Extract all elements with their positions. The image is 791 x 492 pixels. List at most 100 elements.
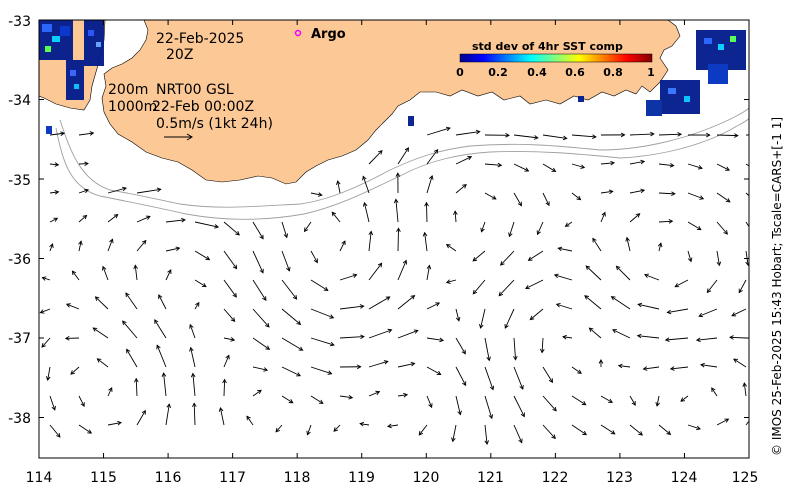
current-vector-head [205,256,211,261]
lat-tick-label: -36 [8,252,31,268]
current-vector-head [78,240,83,246]
current-vector-head [640,159,646,165]
current-vector-head [154,319,159,324]
current-vector-head [644,273,649,278]
current-vector [472,279,486,295]
current-vector-head [508,232,513,238]
current-vector [331,212,341,223]
current-vector [107,214,119,223]
colorbar-tick-label: 0.6 [565,66,585,79]
current-vector-head [87,429,93,434]
current-vector-head [362,201,368,207]
current-vector [665,337,689,341]
current-vector [637,335,660,339]
current-vector [333,424,341,432]
current-vector-head [51,405,56,411]
current-vector-head [89,131,95,136]
current-vector [455,366,467,386]
current-vector-head [584,295,589,300]
current-vector [658,243,662,252]
current-vector [78,215,87,223]
current-vector [310,250,318,263]
current-vector [337,180,341,194]
lon-tick-label: 117 [219,470,246,486]
current-vector [281,366,301,377]
current-vector-head [190,372,196,378]
current-vector-head [263,367,269,372]
lon-tick-label: 116 [155,470,182,486]
current-vector [107,187,127,194]
current-vector [136,410,146,426]
current-vector-head [377,262,383,268]
current-vector [122,320,138,339]
current-vector-head [158,294,163,300]
current-vector-head [551,434,556,440]
isobath-200m [59,107,749,208]
current-vector [484,424,488,445]
current-vector [95,296,109,310]
current-vector-head [588,327,594,332]
current-vector-head [666,309,672,315]
current-vector-head [102,265,107,271]
current-vector-head [327,370,333,375]
current-vector-head [524,167,530,172]
current-vector [134,265,138,281]
current-vector [307,424,312,435]
current-vector-head [486,356,491,362]
current-vector-head [723,229,728,235]
current-vector-head [296,372,302,377]
colorbar [459,53,653,63]
current-vector-head [635,213,641,218]
current-vector-head [638,431,643,436]
current-vector-head [141,239,147,245]
current-vector [504,308,515,329]
current-vector [310,279,329,291]
current-vector-head [462,183,467,189]
current-vector [426,302,440,310]
current-vector-head [687,257,693,263]
current-vector-head [752,167,756,171]
current-vector [136,216,151,223]
current-vector [484,395,493,419]
current-vector-head [533,135,539,140]
current-vector-head [113,213,119,219]
current-vector [584,295,602,310]
current-vector [658,133,682,136]
current-vector-head [504,323,509,329]
current-vector-head [84,161,89,167]
current-vector-head [403,392,409,398]
current-vector-head [418,430,424,436]
current-vector [571,424,587,436]
current-vector [397,228,399,252]
current-vector [426,337,444,341]
current-vector [455,337,466,354]
colorbar-tick-label: 0 [456,66,464,79]
current-vector [281,337,303,351]
current-vector [716,221,728,235]
current-vector-head [582,430,588,436]
current-vector-head [317,192,323,197]
current-vector [368,360,388,368]
current-vector-head [551,167,557,172]
current-vector-head [631,401,636,406]
current-vector [455,395,461,415]
current-vector-head [519,385,524,390]
current-vector [508,221,515,237]
current-vector-head [520,412,525,418]
current-vector [745,221,749,228]
current-vector-head [484,440,490,446]
current-vector [454,211,457,223]
current-vector-head [488,414,494,420]
current-vector [189,324,196,339]
isobath-1000m [55,117,749,220]
credit-text: © IMOS 25-Feb-2025 15:43 Hobart; Tscale=… [770,117,784,456]
current-vector-head [64,336,70,341]
current-vector [745,163,749,167]
current-vector-head [54,162,60,167]
current-vector-head [577,369,582,374]
current-vector [484,192,497,200]
current-vector [92,327,109,339]
current-vector-head [65,303,71,308]
current-vector [745,192,749,197]
